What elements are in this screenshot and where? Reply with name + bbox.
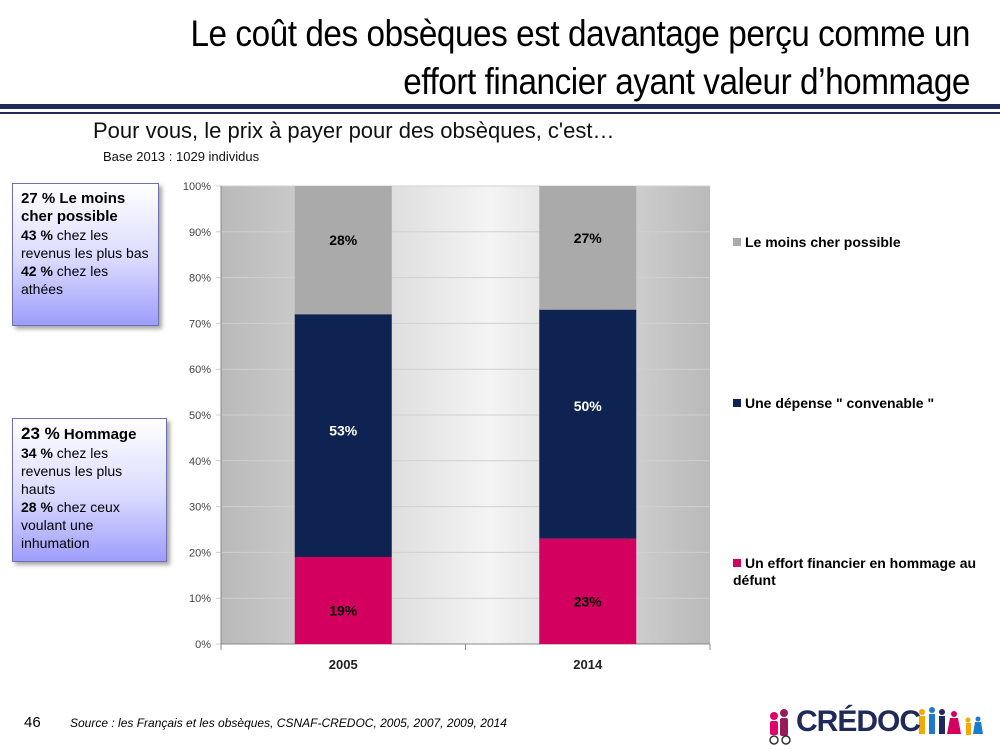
callout-tribute-line1-value: 34 % bbox=[21, 445, 53, 461]
data-label: 19% bbox=[329, 602, 358, 618]
y-tick-label: 50% bbox=[189, 410, 211, 422]
data-label: 50% bbox=[574, 398, 603, 414]
legend-item-tribute: Un effort financier en hommage au défunt bbox=[733, 555, 983, 589]
callout-cheapest-heading: 27 % Le moins cher possible bbox=[21, 190, 126, 225]
data-label: 53% bbox=[329, 423, 358, 439]
title-rule bbox=[0, 104, 1000, 109]
callout-tribute-line1-text: chez les revenus les plus hauts bbox=[21, 445, 123, 497]
callout-cheapest-line1-value: 43 % bbox=[21, 227, 53, 243]
callout-tribute-line1: 34 % chez les revenus les plus hauts bbox=[21, 444, 158, 498]
callout-cheapest-line2-value: 42 % bbox=[21, 263, 53, 279]
callout-cheapest-line1-text: chez les revenus les plus bas bbox=[21, 227, 149, 261]
slide-title-line2: effort financier ayant valeur d’hommage bbox=[403, 61, 970, 102]
data-label: 23% bbox=[574, 593, 603, 609]
logo-text: CRÉDOC bbox=[796, 705, 921, 738]
y-tick-label: 100% bbox=[183, 181, 211, 193]
data-label: 27% bbox=[574, 230, 603, 246]
legend-item-cheapest: Le moins cher possible bbox=[733, 234, 901, 251]
y-tick-label: 60% bbox=[189, 364, 211, 376]
legend-swatch-tribute bbox=[733, 559, 741, 567]
legend-item-suitable: Une dépense " convenable " bbox=[733, 395, 934, 412]
legend-label-cheapest: Le moins cher possible bbox=[745, 234, 901, 250]
bar-segment bbox=[294, 186, 392, 315]
credoc-logo: CRÉDOC bbox=[766, 702, 988, 746]
x-tick-label: 2005 bbox=[329, 657, 358, 672]
legend-label-tribute: Un effort financier en hommage au défunt bbox=[733, 555, 977, 588]
y-tick-label: 0% bbox=[195, 639, 211, 651]
bar-segment bbox=[294, 556, 392, 644]
callout-cheapest-line1: 43 % chez les revenus les plus bas bbox=[21, 226, 150, 262]
bar-segment bbox=[539, 186, 637, 310]
y-tick-label: 30% bbox=[189, 502, 211, 514]
legend-label-suitable: Une dépense " convenable " bbox=[745, 395, 935, 411]
data-label: 28% bbox=[329, 232, 358, 248]
bar-segment bbox=[294, 314, 392, 557]
callout-tribute-heading: 23 % Hommage bbox=[21, 425, 158, 444]
y-tick-label: 70% bbox=[189, 318, 211, 330]
legend-swatch-cheapest bbox=[733, 238, 741, 246]
y-tick-label: 10% bbox=[189, 593, 211, 605]
y-tick-label: 40% bbox=[189, 456, 211, 468]
callout-tribute-line2-value: 28 % bbox=[21, 499, 53, 515]
x-tick-label: 2014 bbox=[573, 657, 603, 672]
y-tick-label: 90% bbox=[189, 227, 211, 239]
callout-cheapest: 27 % Le moins cher possible 43 % chez le… bbox=[12, 183, 159, 326]
source-note: Source : les Français et les obsèques, C… bbox=[70, 716, 507, 730]
callout-tribute-line2: 28 % chez ceux voulant une inhumation bbox=[21, 498, 158, 552]
bar-segment bbox=[539, 309, 637, 539]
bar-segment bbox=[539, 538, 637, 644]
callout-tribute-heading-value: 23 % bbox=[21, 424, 60, 443]
slide-title: Le coût des obsèques est davantage perçu… bbox=[178, 10, 970, 106]
callout-cheapest-line2-text: chez les athées bbox=[21, 263, 109, 297]
title-rule-thin bbox=[0, 112, 1000, 114]
callout-cheapest-line2: 42 % chez les athées bbox=[21, 262, 150, 298]
logo-figures-icon bbox=[769, 707, 983, 745]
callout-tribute-heading-text: Hommage bbox=[59, 426, 137, 443]
base-note: Base 2013 : 1029 individus bbox=[103, 149, 260, 164]
callout-tribute-line2-text: chez ceux voulant une inhumation bbox=[21, 499, 120, 551]
slide-title-line1: Le coût des obsèques est davantage perçu… bbox=[190, 13, 970, 54]
y-tick-label: 20% bbox=[189, 547, 211, 559]
question-subtitle: Pour vous, le prix à payer pour des obsè… bbox=[93, 118, 615, 143]
callout-tribute: 23 % Hommage 34 % chez les revenus les p… bbox=[12, 418, 167, 562]
page-number: 46 bbox=[24, 714, 41, 731]
legend-swatch-suitable bbox=[733, 399, 741, 407]
y-tick-label: 80% bbox=[189, 273, 211, 285]
